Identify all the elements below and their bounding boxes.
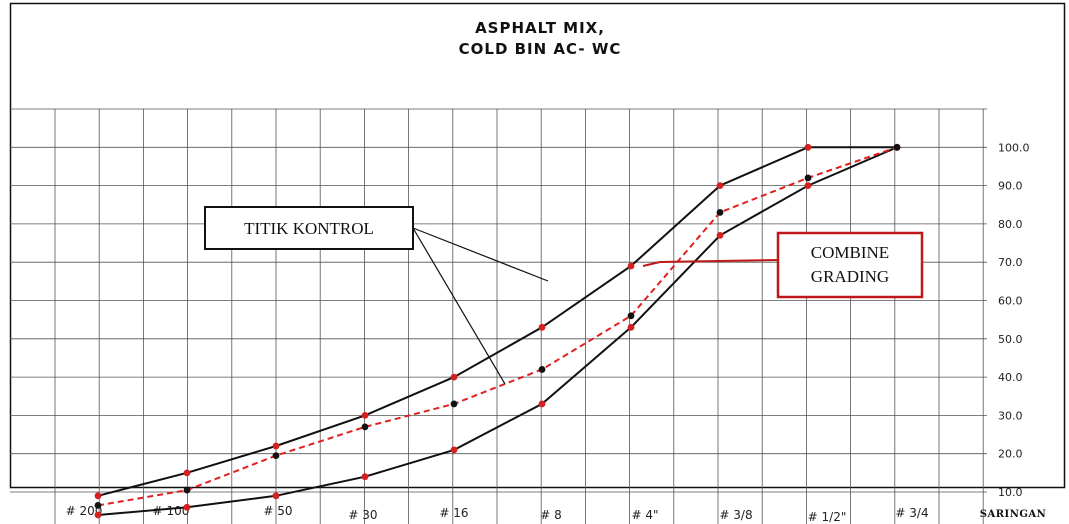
series-point <box>183 469 191 477</box>
pointer-line <box>412 227 549 282</box>
series-point <box>716 209 724 216</box>
chart-title-line: COLD BIN AC- WC <box>459 40 622 58</box>
x-tick-label: # 1/2" <box>808 510 847 524</box>
series-point <box>804 143 812 151</box>
x-tick-label: # 30 <box>348 508 377 522</box>
x-tick-label: # 16 <box>439 506 468 520</box>
series-point <box>538 323 546 331</box>
x-tick-label: # 3/4 <box>895 506 928 520</box>
series-point <box>716 182 724 190</box>
series-point <box>94 502 102 509</box>
titik-kontrol-label: TITIK KONTROL <box>244 219 374 238</box>
x-tick-label: # 8 <box>540 508 562 522</box>
series-point <box>94 511 102 519</box>
series-point <box>538 400 546 408</box>
chart-series <box>94 143 901 519</box>
series-point <box>361 473 369 481</box>
y-tick-label: 10.0 <box>998 486 1023 499</box>
series-point <box>361 412 369 419</box>
series-point <box>361 423 369 431</box>
series-point <box>450 446 458 454</box>
y-tick-label: 30.0 <box>998 409 1023 422</box>
series-point <box>716 231 724 239</box>
combine-grading-label: GRADING <box>811 267 889 286</box>
x-axis-ticks: # 200 # 100 # 50 # 30 # 16 # 8 # 4" # 3/8 # 1/2"… <box>66 504 1047 524</box>
series-point <box>804 182 812 190</box>
y-tick-label: 60.0 <box>998 295 1023 308</box>
annotations: TITIK KONTROL COMBINE GRADING <box>204 206 924 385</box>
titik-kontrol-box <box>204 206 414 250</box>
y-tick-label: 90.0 <box>998 180 1023 193</box>
chart-title-line: ASPHALT MIX, <box>475 19 605 37</box>
series-line <box>97 146 898 507</box>
pointer-line <box>642 259 779 267</box>
pointer-line <box>412 227 506 385</box>
y-tick-label: 100.0 <box>998 141 1030 154</box>
x-tick-label: # 3/8 <box>719 508 752 522</box>
series-point <box>183 486 191 494</box>
series-line <box>97 146 897 497</box>
series-point <box>94 492 102 500</box>
chart-title: ASPHALT MIX, COLD BIN AC- WC <box>459 19 622 58</box>
series-point <box>450 373 458 381</box>
x-tick-label: # 4" <box>631 508 658 522</box>
series-point <box>893 143 901 151</box>
y-axis-ticks: -10.020.030.040.050.060.070.080.090.0100… <box>998 141 1030 499</box>
combine-grading-box <box>776 231 924 299</box>
y-tick-label: 80.0 <box>998 218 1023 231</box>
series-point <box>538 366 546 373</box>
series-point <box>272 442 280 450</box>
series-point <box>804 174 812 182</box>
series-point <box>183 503 191 511</box>
y-tick-label: 40.0 <box>998 371 1023 384</box>
y-tick-label: 70.0 <box>998 256 1023 269</box>
series-line <box>97 146 898 516</box>
series-point <box>627 312 635 320</box>
y-tick-label: 20.0 <box>998 448 1023 461</box>
x-tick-label: # 200 <box>66 504 103 518</box>
series-point <box>627 262 635 270</box>
combine-grading-label: COMBINE <box>811 243 889 262</box>
series-point <box>627 323 635 331</box>
series-point <box>450 400 458 408</box>
series-point <box>272 492 280 500</box>
chart-grid <box>10 108 987 524</box>
y-tick-label: 50.0 <box>998 333 1023 346</box>
x-axis-label: SARINGAN <box>980 509 1047 520</box>
series-point <box>272 452 280 460</box>
x-tick-label: # 50 <box>263 504 292 518</box>
